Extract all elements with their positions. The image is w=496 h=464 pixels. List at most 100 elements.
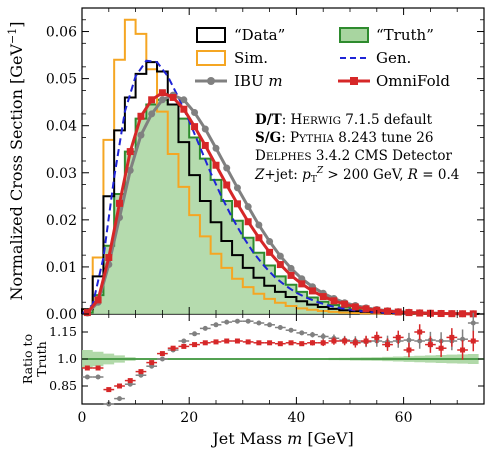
axis-ticks: 0 20 40 60 0.00 0.01 0.02 0.03 0.04 0.05 0.06 0.85 1… xyxy=(46,8,484,426)
ratio-omnifold-point xyxy=(299,341,305,347)
ratio-ibu-point xyxy=(181,338,187,344)
omnifold-point xyxy=(437,310,445,318)
legend-label-truth: “Truth” xyxy=(376,26,434,44)
ratio-ibu-point xyxy=(406,337,412,343)
legend-label-ibu-m: m xyxy=(268,72,282,90)
legend-swatch-data xyxy=(196,27,226,43)
ratio-omnifold-point xyxy=(374,334,380,340)
annotation-line-4-c: = 0.4 xyxy=(418,167,459,183)
ratio-omnifold-point xyxy=(406,347,412,353)
main-y-tick-label: 0.05 xyxy=(46,72,77,88)
ratio-omnifold-point xyxy=(202,340,208,346)
annotation-line-2-bold: S/G xyxy=(255,130,281,146)
ratio-ibu-point xyxy=(84,374,90,380)
annotation-line-1-bold: D/T xyxy=(255,112,282,128)
ratio-omnifold-point xyxy=(460,347,466,353)
ratio-omnifold-point xyxy=(192,342,198,348)
omnifold-point xyxy=(405,309,413,317)
ratio-y-axis-title-line1: Ratio to xyxy=(20,334,35,384)
main-y-tick-label: 0.03 xyxy=(46,166,77,182)
main-y-tick-label: 0.00 xyxy=(46,307,77,323)
annotation-line-4-r: R xyxy=(407,167,418,183)
truth-fill xyxy=(82,99,479,314)
legend: “Data” “Truth” Sim. Gen. IBU m OmniFold xyxy=(195,26,450,90)
legend-label-ibu-text: IBU xyxy=(234,72,268,90)
omnifold-point xyxy=(244,218,252,226)
omnifold-point xyxy=(330,297,338,305)
main-y-tick-label: 0.06 xyxy=(46,25,77,41)
omnifold-point xyxy=(169,93,177,101)
ratio-omnifold-point xyxy=(127,378,133,384)
annotation-line-2: S/G: PYTHIA 8.243 tune 26 xyxy=(255,130,434,146)
omnifold-point xyxy=(94,296,102,304)
omnifold-point xyxy=(319,293,327,301)
ibu-point xyxy=(255,221,263,229)
ibu-point xyxy=(126,166,134,174)
ratio-omnifold-point xyxy=(309,340,315,346)
omnifold-point xyxy=(212,161,220,169)
omnifold-point xyxy=(276,261,284,269)
ratio-ibu-point xyxy=(288,327,294,333)
annotation-line-3-first: D xyxy=(255,148,266,164)
omnifold-point xyxy=(287,271,295,279)
ibu-point xyxy=(201,125,209,133)
ratio-omnifold-point xyxy=(331,338,337,344)
ratio-omnifold-point xyxy=(320,340,326,346)
ratio-omnifold-point xyxy=(267,340,273,346)
ratio-omnifold-point xyxy=(288,340,294,346)
ibu-point xyxy=(158,96,166,104)
ratio-omnifold-point xyxy=(245,339,251,345)
x-axis-title-text: Jet Mass xyxy=(210,429,287,448)
ratio-omnifold-point xyxy=(234,338,240,344)
annotation-line-2-smallcaps: YTHIA xyxy=(298,133,334,145)
legend-swatch-truth xyxy=(339,27,369,43)
annotation-line-1-tail: 7.1.5 default xyxy=(341,112,433,128)
ratio-omnifold-point xyxy=(256,340,262,346)
legend-swatch-sim xyxy=(196,50,226,66)
omnifold-point xyxy=(148,96,156,104)
x-tick-label: 40 xyxy=(287,410,305,426)
annotation-line-1-smallcaps: ERWIG xyxy=(302,115,341,127)
annotation-line-4: Z+jet: pTZ > 200 GeV, R = 0.4 xyxy=(254,166,459,185)
ibu-point xyxy=(223,164,231,172)
ratio-ibu-point xyxy=(159,356,165,362)
main-y-axis-title-sup: −1 xyxy=(6,28,19,44)
omnifold-point xyxy=(233,200,241,208)
annotation-line-2-tail: 8.243 tune 26 xyxy=(334,130,434,146)
omnifold-point xyxy=(126,148,134,156)
ratio-ibu-point xyxy=(234,318,240,324)
omnifold-point xyxy=(362,305,370,313)
omnifold-point xyxy=(83,309,91,317)
omnifold-point xyxy=(266,248,274,256)
ratio-omnifold-point xyxy=(84,365,90,371)
ratio-omnifold-point xyxy=(159,351,165,357)
gen-dashed-line xyxy=(81,59,479,315)
x-axis-title: Jet Mass m [GeV] xyxy=(210,429,353,448)
x-tick-label: 20 xyxy=(180,410,198,426)
ratio-omnifold-point xyxy=(385,342,391,348)
ratio-ibu-point xyxy=(117,396,123,402)
ratio-ibu-point xyxy=(460,336,466,342)
ibu-point xyxy=(233,184,241,192)
ratio-y-tick-label: 0.85 xyxy=(49,378,77,393)
omnifold-point xyxy=(116,199,124,207)
ratio-omnifold-point xyxy=(213,339,219,345)
omnifold-point xyxy=(191,123,199,131)
annotation-line-3-smallcaps: ELPHES xyxy=(266,151,312,163)
ratio-ibu-point xyxy=(224,319,230,325)
legend-marker-ibu xyxy=(207,77,215,85)
ratio-ibu-point xyxy=(267,322,273,328)
legend-label-ibu: IBU m xyxy=(234,72,283,90)
ratio-omnifold-point xyxy=(449,334,455,340)
x-tick-label: 0 xyxy=(78,410,87,426)
main-y-tick-label: 0.01 xyxy=(46,260,77,276)
ibu-point xyxy=(287,264,295,272)
annotation-line-4-sup: Z xyxy=(316,166,324,176)
ratio-omnifold-point xyxy=(95,365,101,371)
annotation-line-4-z: Z xyxy=(254,167,265,183)
annotation-line-1: D/T: HERWIG 7.1.5 default xyxy=(255,112,433,128)
ratio-y-axis-title-line2: Truth xyxy=(34,341,49,376)
legend-label-gen: Gen. xyxy=(376,49,411,67)
annotation-line-2-rest: : P xyxy=(281,130,299,146)
